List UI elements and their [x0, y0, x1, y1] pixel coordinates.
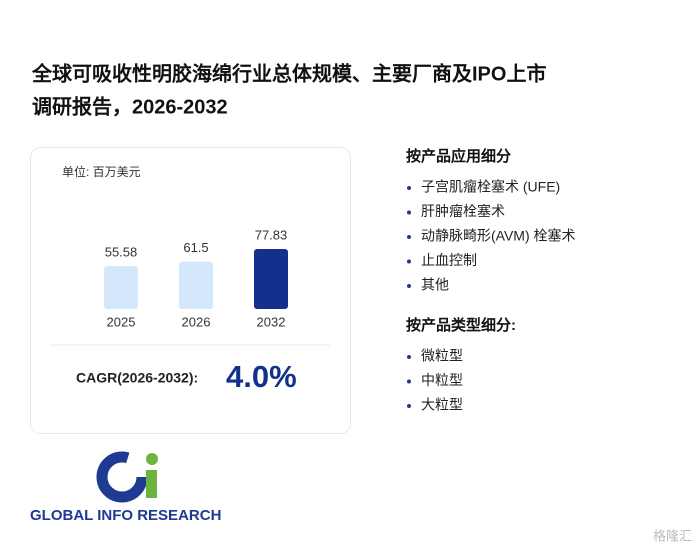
value-label: 55.58 — [105, 245, 138, 260]
bullet — [407, 379, 411, 384]
list-item: 中粒型 — [421, 372, 463, 388]
logo-dot — [146, 453, 158, 465]
bullet — [407, 210, 411, 215]
bar — [179, 261, 213, 309]
x-tick-label: 2032 — [257, 314, 286, 329]
bullet — [407, 284, 411, 288]
section-heading: 按产品应用细分 — [406, 147, 511, 165]
source-watermark: 格隆汇 — [653, 528, 692, 543]
logo-text: GLOBAL INFO RESEARCH — [30, 507, 221, 524]
logo — [96, 451, 158, 503]
bullet — [407, 355, 411, 359]
bar — [254, 249, 288, 309]
value-label: 61.5 — [183, 240, 208, 255]
list-item: 止血控制 — [421, 252, 477, 268]
x-tick-label: 2026 — [182, 314, 211, 329]
title-line: 全球可吸收性明胶海绵行业总体规模、主要厂商及IPO上市 — [31, 61, 546, 85]
list-item: 大粒型 — [421, 397, 463, 413]
list-item: 子宫肌瘤栓塞术 (UFE) — [421, 179, 560, 195]
title-line: 调研报告，2026-2032 — [32, 94, 228, 118]
list-item: 动静脉畸形(AVM) 栓塞术 — [421, 228, 576, 244]
bullet — [407, 259, 411, 264]
value-label: 77.83 — [255, 227, 288, 242]
list-item: 肝肿瘤栓塞术 — [421, 203, 505, 219]
cagr-label: CAGR(2026-2032): — [76, 370, 198, 386]
bullet — [407, 235, 411, 239]
list-item: 其他 — [421, 277, 449, 293]
x-tick-label: 2025 — [107, 314, 136, 329]
bullet — [407, 186, 411, 190]
bullet — [407, 404, 411, 408]
bar — [104, 266, 138, 309]
unit-label: 单位: 百万美元 — [62, 164, 141, 179]
cagr-value: 4.0% — [226, 359, 297, 394]
logo-g — [96, 451, 148, 503]
logo-i — [146, 470, 157, 498]
section-heading: 按产品类型细分: — [406, 316, 516, 334]
list-item: 微粒型 — [421, 348, 463, 364]
